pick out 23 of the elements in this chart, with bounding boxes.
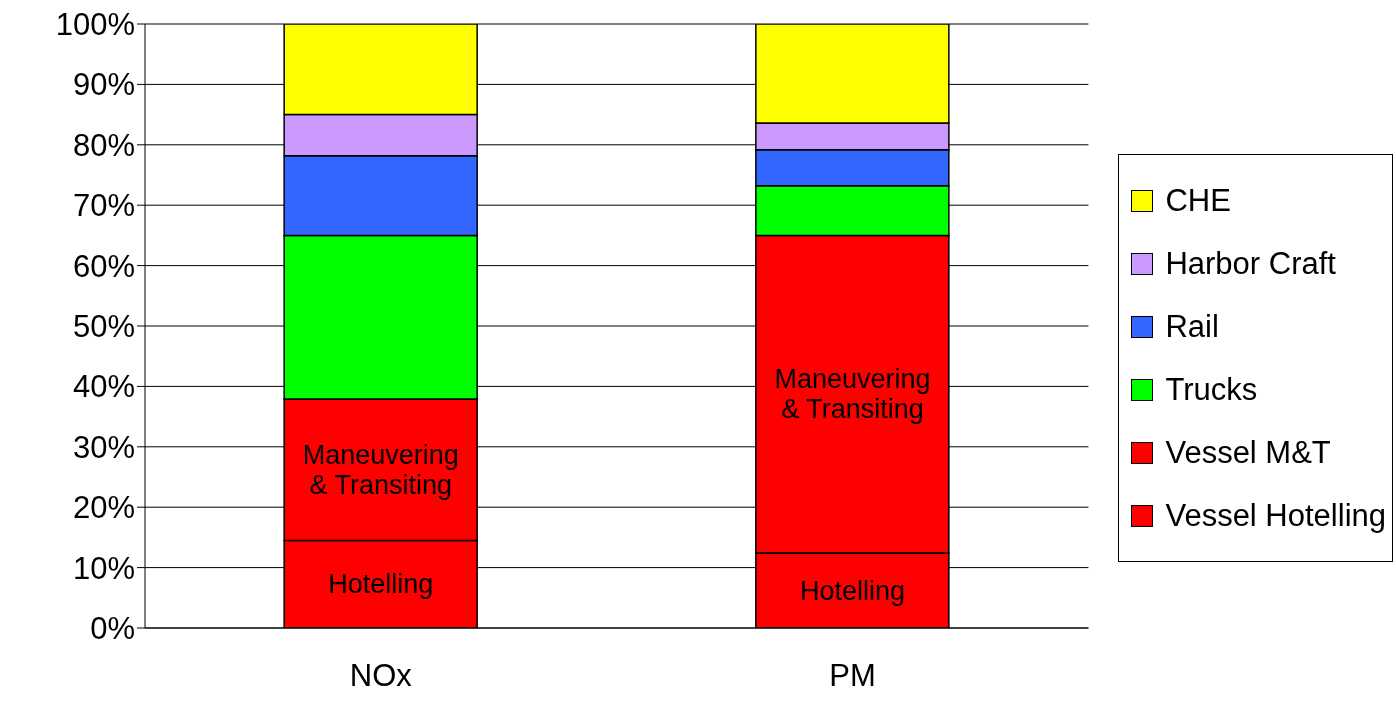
- legend-label: Trucks: [1165, 371, 1258, 408]
- y-tick-label: 10%: [72, 550, 135, 586]
- y-tick-label: 50%: [72, 309, 135, 345]
- x-tick-label: PM: [829, 658, 876, 694]
- legend-label: Vessel Hotelling: [1165, 497, 1386, 534]
- annotation: Hotelling: [328, 569, 434, 600]
- annotation: Hotelling: [800, 575, 906, 606]
- legend-label: Rail: [1165, 308, 1219, 345]
- legend-label: Harbor Craft: [1165, 245, 1336, 282]
- y-tick-label: 20%: [72, 490, 135, 526]
- legend-label: Vessel M&T: [1165, 434, 1331, 471]
- y-tick-label: 90%: [72, 67, 135, 103]
- y-tick-label: 100%: [55, 7, 135, 43]
- y-tick-label: 80%: [72, 127, 135, 163]
- legend-label: CHE: [1165, 182, 1231, 219]
- annotation: Maneuvering & Transiting: [774, 364, 931, 425]
- y-tick-label: 40%: [72, 369, 135, 405]
- y-tick-label: 60%: [72, 248, 135, 284]
- x-tick-label: NOx: [349, 658, 413, 694]
- annotation: Maneuvering & Transiting: [302, 439, 459, 500]
- y-tick-label: 70%: [72, 188, 135, 224]
- y-tick-label: 0%: [90, 611, 135, 647]
- y-tick-label: 30%: [72, 429, 135, 465]
